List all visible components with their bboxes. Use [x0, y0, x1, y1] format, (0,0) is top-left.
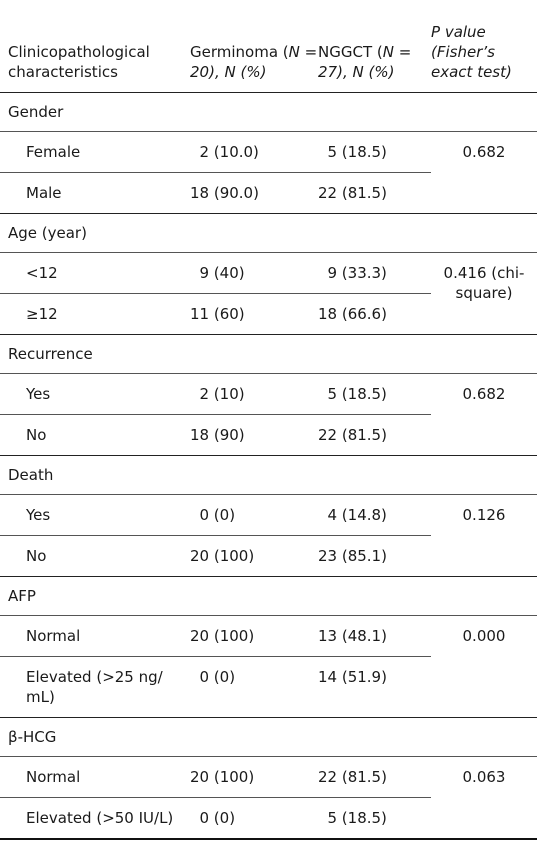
header-row: Clinicopathological characteristics Germi… [0, 0, 537, 93]
cell-value: 2 (10) [190, 373, 318, 415]
row-label: No [0, 414, 190, 456]
data-row: Male 18 (90.0) 22 (81.5) [0, 172, 537, 214]
cell-value: 9 (33.3) [318, 252, 431, 294]
group-label: β-HCG [0, 717, 537, 757]
cell-value: 18 (66.6) [318, 293, 431, 335]
row-label: Yes [0, 373, 190, 415]
data-row: Normal 20 (100) 22 (81.5) 0.063 [0, 756, 537, 840]
cell-value: 2 (10.0) [190, 131, 318, 173]
group-label: Gender [0, 92, 537, 132]
group-row: Recurrence [0, 334, 537, 374]
row-label: Elevated (>50 IU/​L) [0, 797, 190, 840]
cell-value: 22 (81.5) [318, 414, 431, 456]
cell-value: 20 (100) [190, 756, 318, 798]
cell-value: 9 (40) [190, 252, 318, 294]
group-label: Death [0, 455, 537, 495]
group-row: Gender [0, 92, 537, 132]
data-row: Female 2 (10.0) 5 (18.5) 0.682 [0, 131, 537, 214]
p-value: 0.682 [431, 131, 537, 214]
p-value: 0.416 (chi-square) [431, 252, 537, 335]
p-value: 0.063 [431, 756, 537, 840]
cell-value: 22 (81.5) [318, 756, 431, 798]
data-row: ≥12 11 (60) 18 (66.6) [0, 293, 537, 335]
group-row: Age (year) [0, 213, 537, 253]
group-row: β-HCG [0, 717, 537, 757]
row-label: Elevated (>25 ng/​mL) [0, 656, 190, 718]
cell-value: 0 (0) [190, 797, 318, 840]
cell-value: 11 (60) [190, 293, 318, 335]
row-label: No [0, 535, 190, 577]
data-row: No 18 (90) 22 (81.5) [0, 414, 537, 456]
row-label: Normal [0, 615, 190, 657]
row-label: Female [0, 131, 190, 173]
row-label: <12 [0, 252, 190, 294]
column-header: P value (Fisher’s exact test) [431, 0, 537, 93]
cell-value: 18 (90) [190, 414, 318, 456]
cell-value: 5 (18.5) [318, 131, 431, 173]
row-label: Yes [0, 494, 190, 536]
cell-value: 5 (18.5) [318, 373, 431, 415]
group-label: Recurrence [0, 334, 537, 374]
data-table: Clinicopathological characteristics Germi… [0, 0, 537, 840]
column-header: NGGCT (N = 27), N (%) [318, 0, 431, 93]
p-value: 0.126 [431, 494, 537, 577]
p-value: 0.682 [431, 373, 537, 456]
group-row: AFP [0, 576, 537, 616]
data-row: Normal 20 (100) 13 (48.1) 0.000 [0, 615, 537, 718]
cell-value: 0 (0) [190, 656, 318, 718]
data-row: Yes 2 (10) 5 (18.5) 0.682 [0, 373, 537, 456]
group-row: Death [0, 455, 537, 495]
data-row: Elevated (>25 ng/​mL) 0 (0) 14 (51.9) [0, 656, 537, 718]
row-label: Male [0, 172, 190, 214]
cell-value: 4 (14.8) [318, 494, 431, 536]
cell-value: 23 (85.1) [318, 535, 431, 577]
cell-value: 22 (81.5) [318, 172, 431, 214]
row-label: Normal [0, 756, 190, 798]
group-label: Age (year) [0, 213, 537, 253]
row-label: ≥12 [0, 293, 190, 335]
cell-value: 18 (90.0) [190, 172, 318, 214]
cell-value: 13 (48.1) [318, 615, 431, 657]
p-value: 0.000 [431, 615, 537, 718]
data-row: <12 9 (40) 9 (33.3) 0.416 (chi-square) [0, 252, 537, 335]
data-row: Yes 0 (0) 4 (14.8) 0.126 [0, 494, 537, 577]
data-row: Elevated (>50 IU/​L) 0 (0) 5 (18.5) [0, 797, 537, 840]
data-row: No 20 (100) 23 (85.1) [0, 535, 537, 577]
cell-value: 14 (51.9) [318, 656, 431, 718]
column-header: Clinicopathological characteristics [0, 0, 190, 93]
cell-value: 20 (100) [190, 615, 318, 657]
cell-value: 20 (100) [190, 535, 318, 577]
cell-value: 0 (0) [190, 494, 318, 536]
group-label: AFP [0, 576, 537, 616]
cell-value: 5 (18.5) [318, 797, 431, 840]
column-header: Germinoma (N = 20), N (%) [190, 0, 318, 93]
